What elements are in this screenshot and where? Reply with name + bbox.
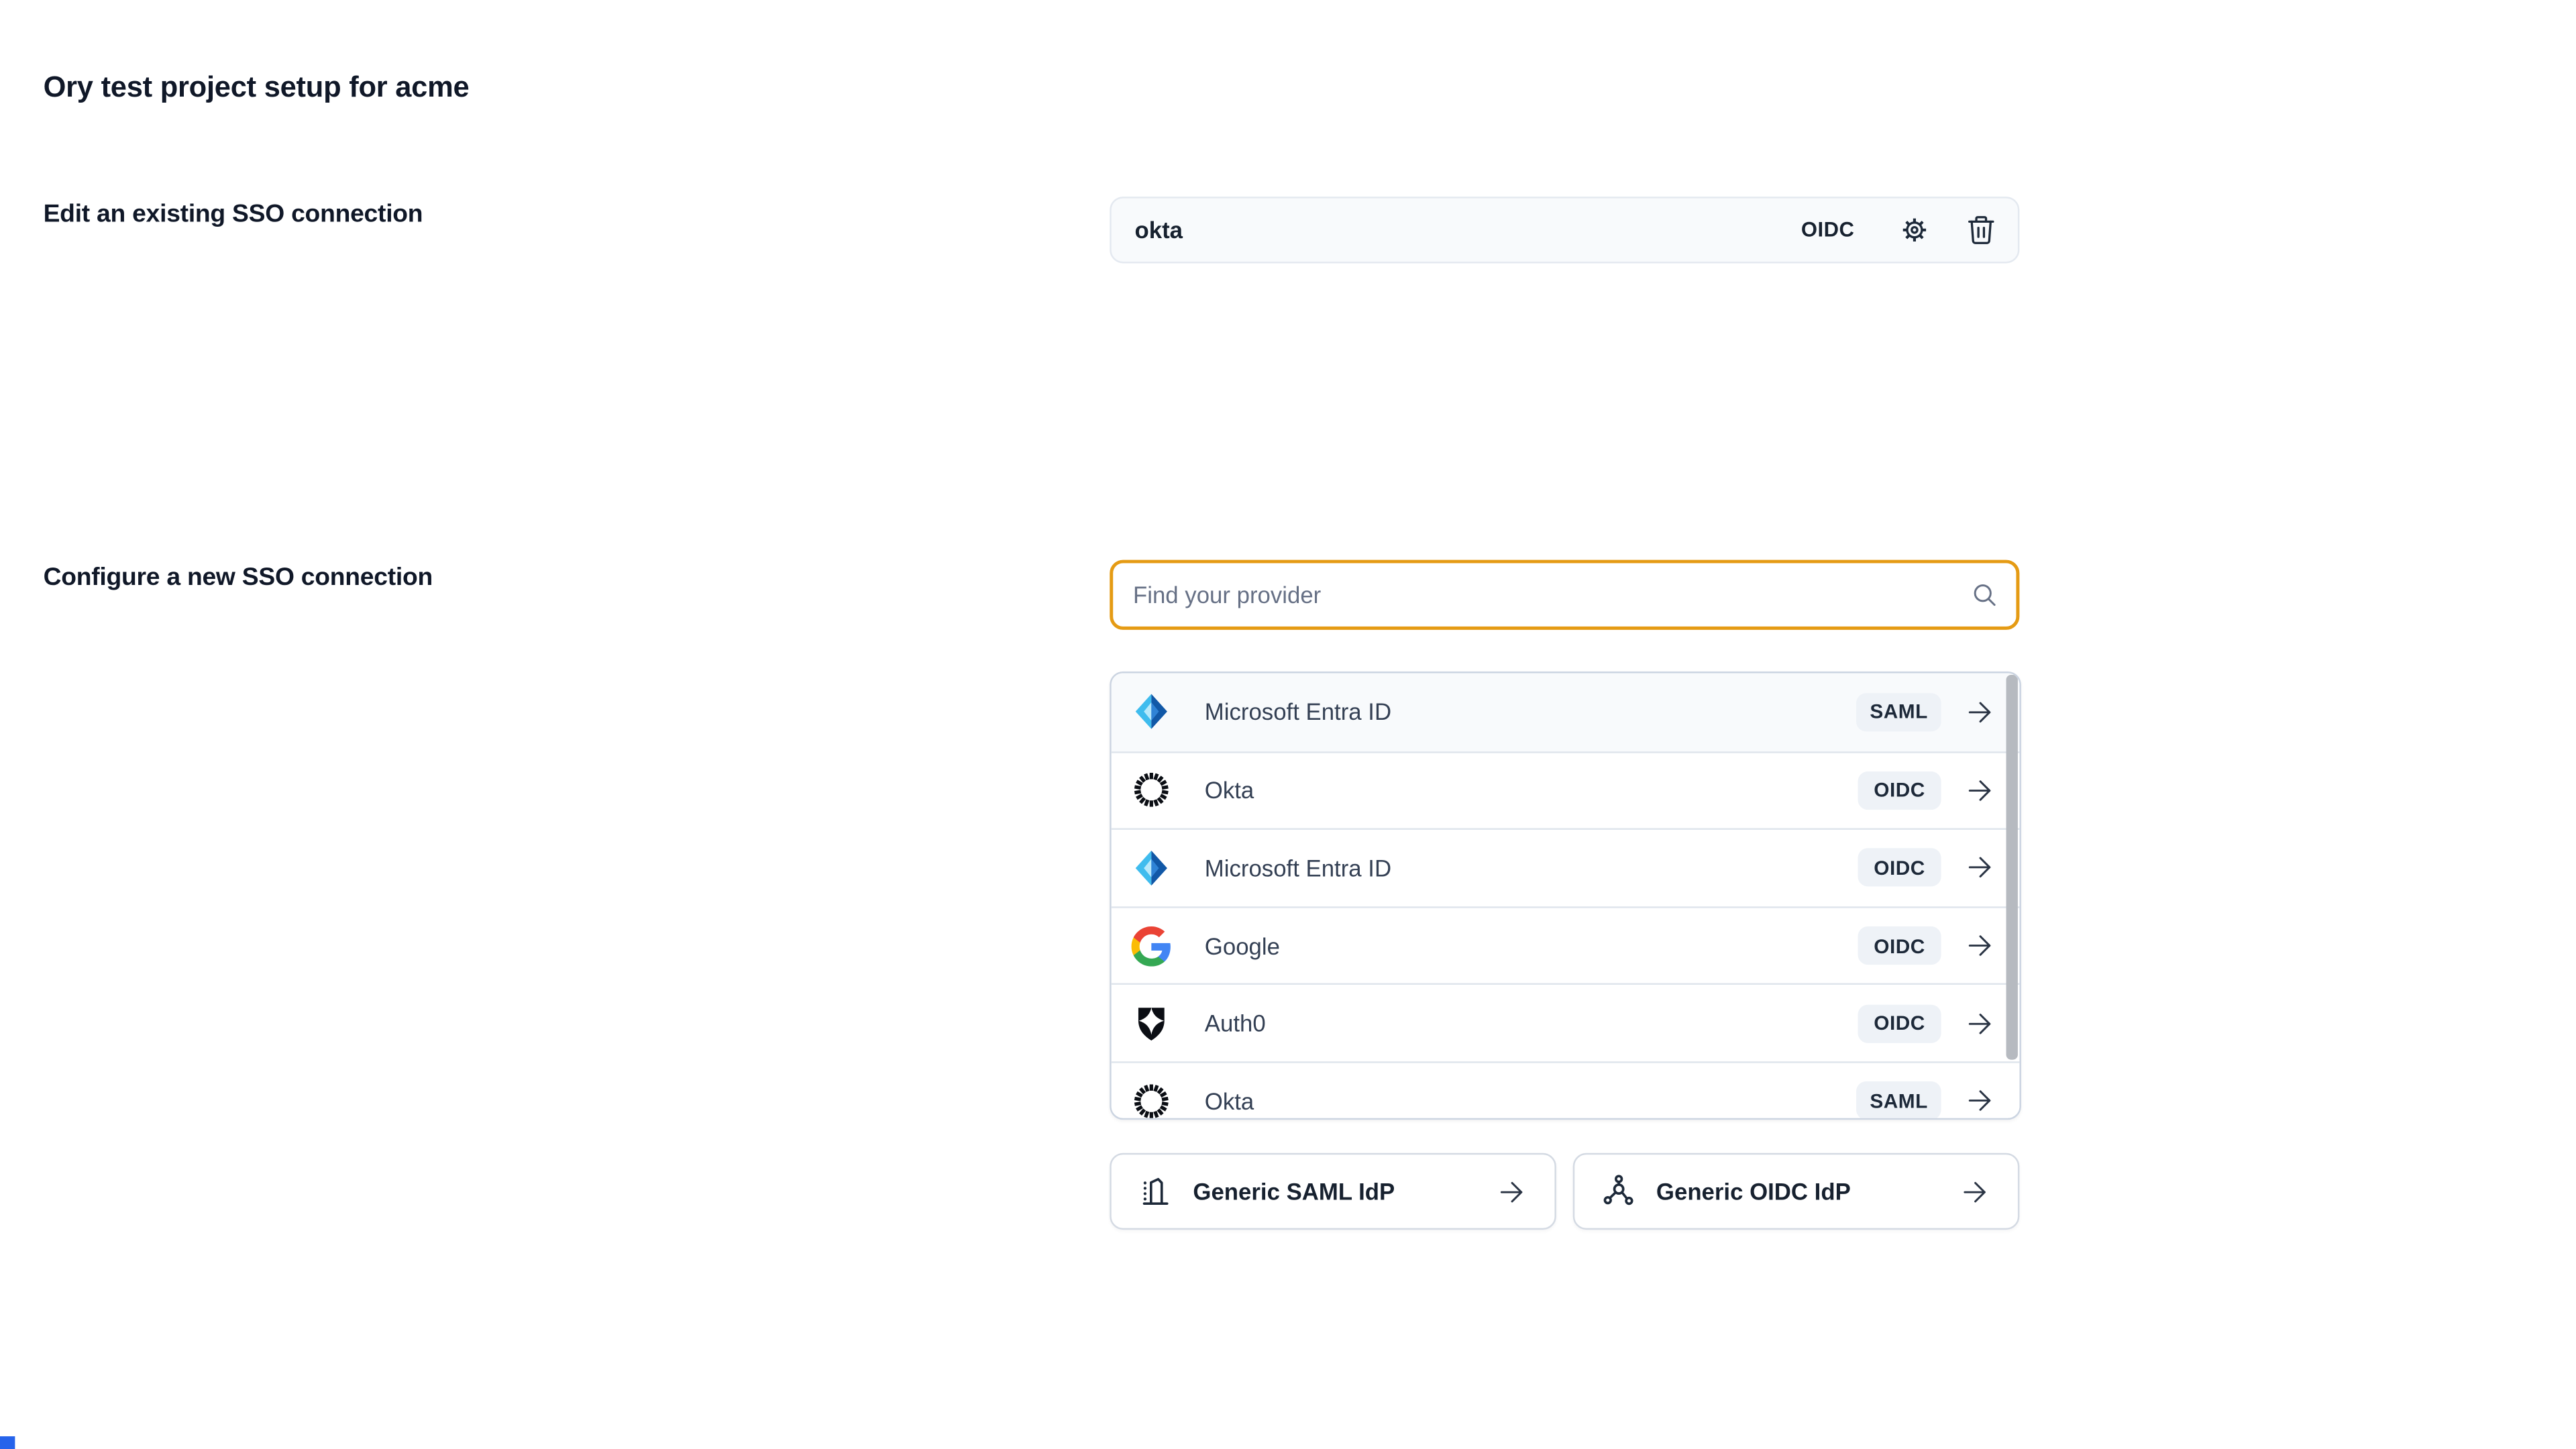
protocol-badge: SAML (1856, 1081, 1941, 1118)
protocol-badge: SAML (1856, 692, 1941, 731)
protocol-badge: OIDC (1858, 1004, 1941, 1043)
auth0-icon (1132, 1004, 1172, 1044)
microsoft-entra-id-icon (1132, 692, 1172, 733)
arrow-right-icon (1964, 1008, 1996, 1039)
generic-saml-label: Generic SAML IdP (1193, 1178, 1395, 1205)
generic-idp-buttons: Generic SAML IdP Generic OIDC IdP (1110, 1152, 2020, 1230)
provider-row-microsoft-entra-id-saml[interactable]: Microsoft Entra ID SAML (1111, 673, 2020, 751)
arrow-right-icon (1496, 1175, 1527, 1207)
generic-saml-idp-button[interactable]: Generic SAML IdP (1110, 1152, 1556, 1230)
trash-icon (1964, 213, 1998, 247)
building-icon (1138, 1173, 1175, 1210)
arrow-right-icon (1964, 930, 1996, 961)
provider-list: Microsoft Entra ID SAML Okta OIDC Micros… (1110, 671, 2021, 1120)
page-title: Ory test project setup for acme (43, 70, 470, 103)
clipped-blue-element (0, 1436, 15, 1449)
provider-row-microsoft-entra-id-oidc[interactable]: Microsoft Entra ID OIDC (1111, 828, 2020, 906)
protocol-badge: OIDC (1858, 849, 1941, 888)
provider-row-okta-saml[interactable]: Okta SAML (1111, 1061, 2020, 1120)
okta-icon (1132, 1081, 1172, 1120)
provider-name: Microsoft Entra ID (1204, 698, 1392, 726)
connection-name: okta (1134, 216, 1183, 244)
configure-section-heading: Configure a new SSO connection (43, 563, 433, 592)
gear-icon (1898, 213, 1931, 247)
provider-search-input[interactable] (1110, 559, 2020, 630)
existing-connection-row[interactable]: okta OIDC (1110, 197, 2020, 264)
okta-icon (1132, 770, 1172, 810)
generic-oidc-idp-button[interactable]: Generic OIDC IdP (1572, 1152, 2020, 1230)
delete-connection-button[interactable] (1964, 213, 1998, 247)
edit-connection-settings-button[interactable] (1898, 213, 1931, 247)
provider-search (1110, 559, 2020, 630)
provider-name: Google (1204, 932, 1280, 959)
protocol-badge: OIDC (1858, 771, 1941, 810)
provider-name: Okta (1204, 777, 1254, 804)
protocol-badge: OIDC (1858, 926, 1941, 965)
microsoft-entra-id-icon (1132, 848, 1172, 888)
arrow-right-icon (1964, 696, 1996, 728)
network-nodes-icon (1601, 1173, 1638, 1210)
provider-name: Microsoft Entra ID (1204, 855, 1392, 881)
edit-section-heading: Edit an existing SSO connection (43, 200, 423, 229)
provider-row-google-oidc[interactable]: Google OIDC (1111, 906, 2020, 984)
generic-oidc-label: Generic OIDC IdP (1656, 1178, 1851, 1205)
provider-row-auth0-oidc[interactable]: Auth0 OIDC (1111, 983, 2020, 1062)
list-scrollbar-thumb[interactable] (2006, 674, 2017, 1060)
arrow-right-icon (1964, 775, 1996, 806)
connection-protocol-label: OIDC (1801, 218, 1855, 242)
provider-name: Auth0 (1204, 1010, 1266, 1037)
provider-name: Okta (1204, 1087, 1254, 1115)
google-icon (1132, 926, 1172, 966)
arrow-right-icon (1960, 1175, 1991, 1207)
arrow-right-icon (1964, 1085, 1996, 1117)
arrow-right-icon (1964, 852, 1996, 883)
provider-row-okta-oidc[interactable]: Okta OIDC (1111, 751, 2020, 828)
